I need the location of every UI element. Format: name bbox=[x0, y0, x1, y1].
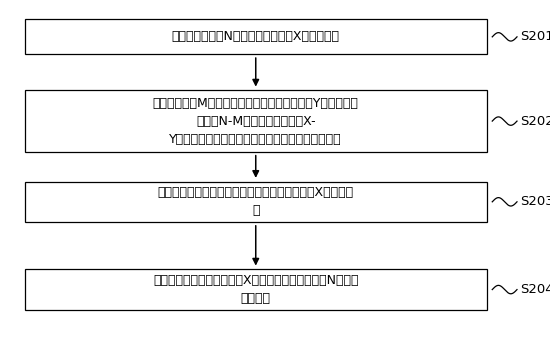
Text: S204: S204 bbox=[520, 283, 550, 296]
FancyBboxPatch shape bbox=[25, 19, 487, 54]
FancyBboxPatch shape bbox=[25, 91, 487, 152]
FancyBboxPatch shape bbox=[25, 270, 487, 310]
Text: 备用电源达到一次下电电压，启用差异化备电向X个设备供
电: 备用电源达到一次下电电压，启用差异化备电向X个设备供 电 bbox=[158, 186, 354, 217]
Text: S202: S202 bbox=[520, 114, 550, 128]
Text: 交替关闭其中M块备用电源，启动发电机向其中Y个设备供电
，剩余N-M块备用电源向剩余X-
Y个设备供电，发电机还向交替关闭的备用电源充电: 交替关闭其中M块备用电源，启动发电机向其中Y个设备供电 ，剩余N-M块备用电源向… bbox=[153, 97, 359, 146]
Text: S201: S201 bbox=[520, 30, 550, 44]
FancyBboxPatch shape bbox=[25, 182, 487, 222]
Text: 市电供应恢复时启用市电供X个设备用电，市电还向N块备用
电源充电: 市电供应恢复时启用市电供X个设备用电，市电还向N块备用 电源充电 bbox=[153, 274, 359, 305]
Text: S203: S203 bbox=[520, 195, 550, 208]
Text: 市电供应中断后N块备用电源放电供X个设备用电: 市电供应中断后N块备用电源放电供X个设备用电 bbox=[172, 30, 340, 44]
